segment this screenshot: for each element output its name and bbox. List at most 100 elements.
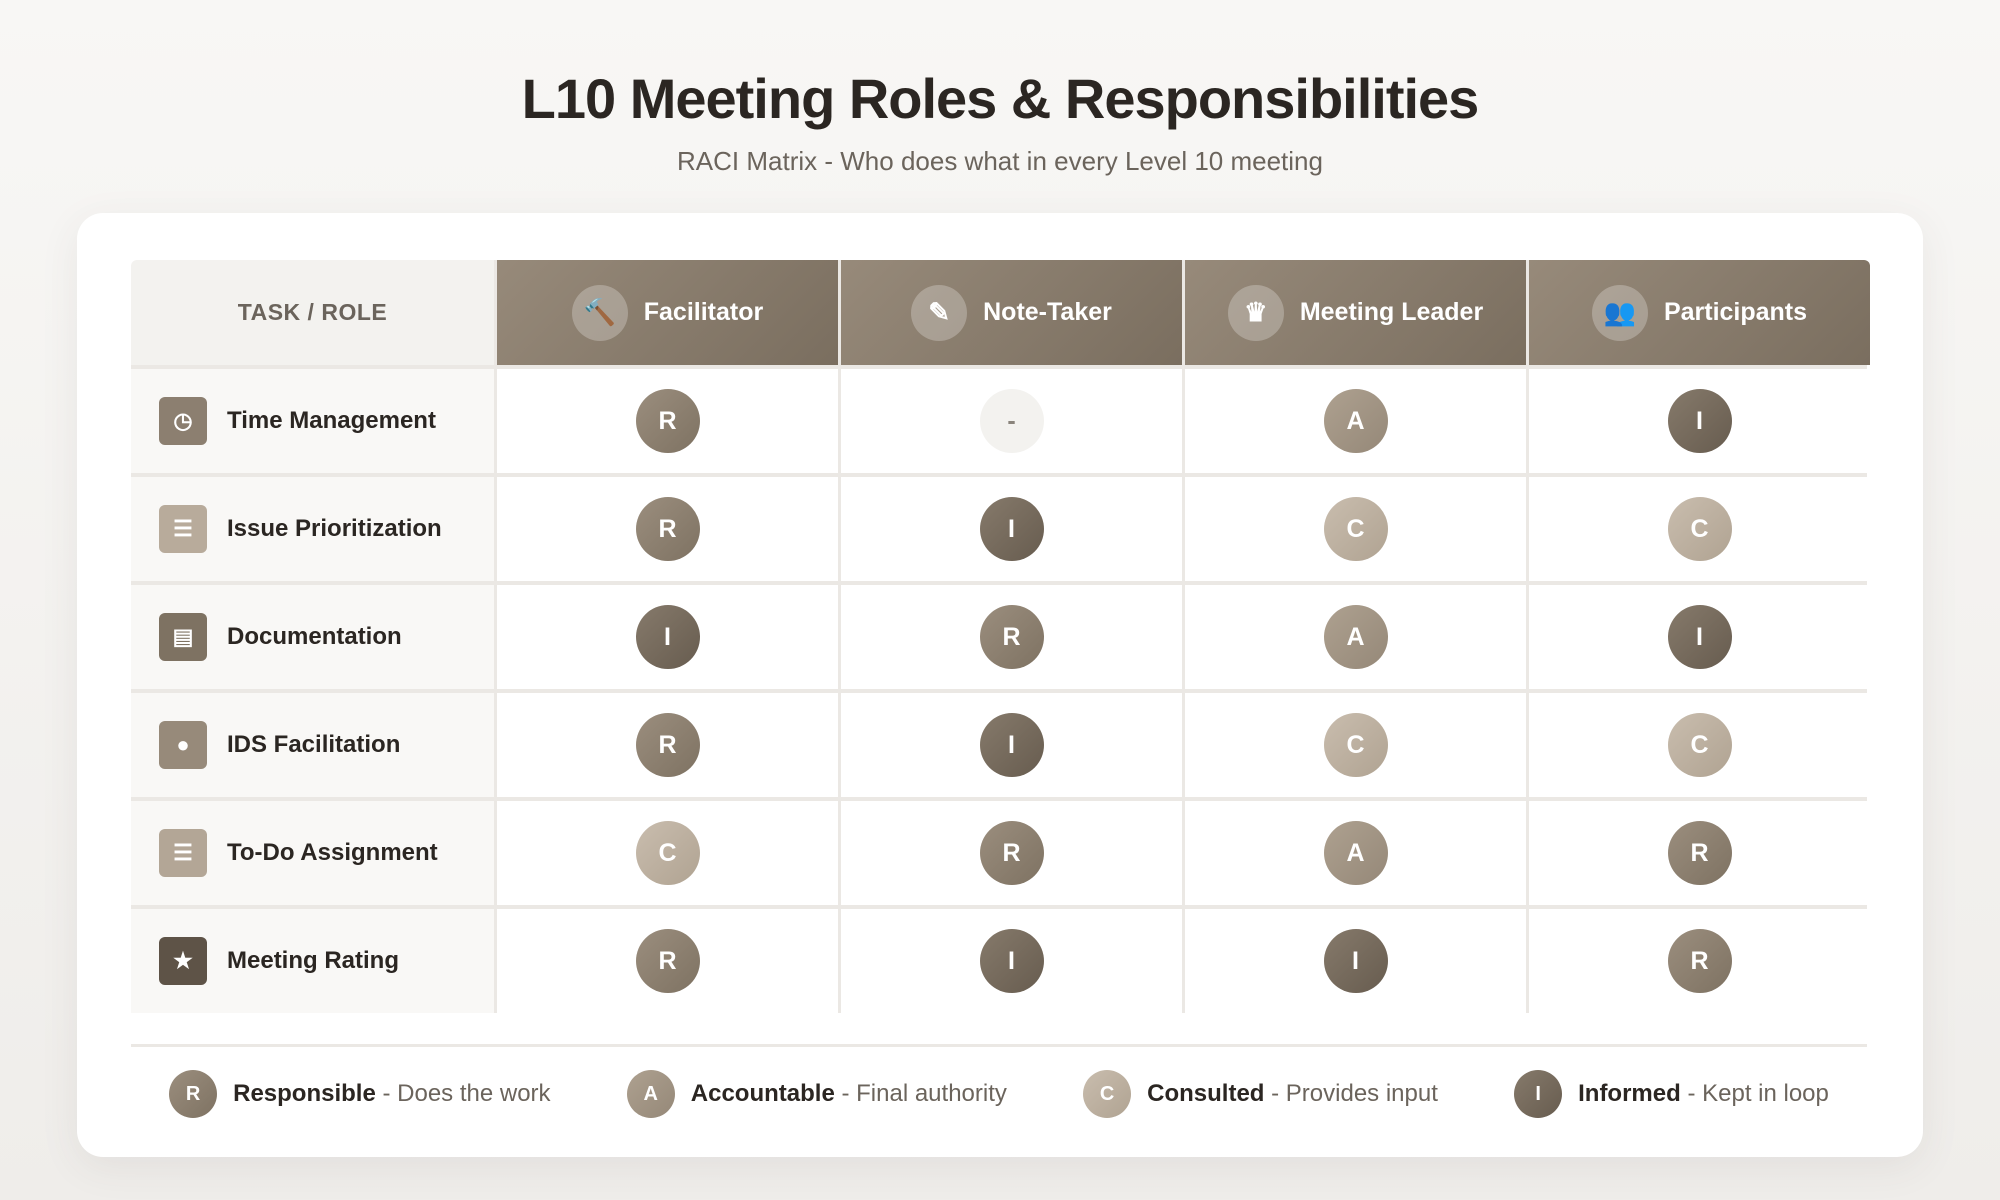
task-cell: ★ Meeting Rating: [131, 909, 494, 1013]
raci-badge: C: [1667, 497, 1732, 561]
raci-badge: -: [979, 389, 1044, 453]
crown-icon: ♛: [1227, 284, 1284, 341]
legend-badge: C: [1083, 1070, 1132, 1118]
raci-badge: A: [1323, 389, 1388, 453]
legend-badge: R: [169, 1070, 218, 1118]
checklist-icon: ☰: [159, 829, 207, 877]
task-role-header: TASK / ROLE: [131, 260, 494, 365]
raci-cell: I: [494, 585, 838, 689]
raci-cell: C: [1182, 693, 1526, 797]
table-row: ◷ Time Management R - A I: [131, 365, 1867, 473]
star-icon: ★: [159, 937, 207, 985]
raci-cell: R: [494, 909, 838, 1013]
raci-badge: I: [635, 605, 700, 669]
raci-badge: I: [979, 929, 1044, 993]
legend-item-accountable: A Accountable - Final authority: [626, 1070, 1007, 1118]
task-cell: ☰ Issue Prioritization: [131, 477, 494, 581]
raci-cell: I: [838, 693, 1182, 797]
raci-cell: R: [494, 693, 838, 797]
page-title: L10 Meeting Roles & Responsibilities: [521, 67, 1480, 130]
raci-badge: I: [1667, 605, 1732, 669]
raci-badge: R: [635, 389, 700, 453]
role-header-note-taker: ✎ Note-Taker: [838, 260, 1182, 365]
legend-desc: - Kept in loop: [1687, 1080, 1829, 1107]
role-label: Note-Taker: [983, 298, 1112, 326]
role-header-meeting-leader: ♛ Meeting Leader: [1182, 260, 1526, 365]
raci-cell: A: [1182, 801, 1526, 905]
role-header-facilitator: 🔨 Facilitator: [494, 260, 838, 365]
table-row: ☰ Issue Prioritization R I C C: [131, 473, 1867, 581]
legend-item-consulted: C Consulted - Provides input: [1083, 1070, 1438, 1118]
table-header: TASK / ROLE 🔨 Facilitator ✎ Note-Taker ♛ Meet…: [131, 260, 1870, 365]
raci-cell: I: [1526, 369, 1870, 473]
task-label: Meeting Rating: [227, 947, 399, 974]
table-row: ★ Meeting Rating R I I R: [131, 905, 1867, 1013]
task-cell: ● IDS Facilitation: [131, 693, 494, 797]
legend-item-informed: I Informed - Kept in loop: [1514, 1070, 1829, 1118]
task-cell: ◷ Time Management: [131, 369, 494, 473]
raci-badge: R: [635, 929, 700, 993]
lightbulb-icon: ●: [159, 721, 207, 769]
list-ordered-icon: ☰: [159, 505, 207, 553]
role-header-participants: 👥 Participants: [1526, 260, 1870, 365]
raci-badge: R: [1667, 821, 1732, 885]
raci-cell: R: [1526, 801, 1870, 905]
raci-cell: R: [838, 801, 1182, 905]
task-label: To-Do Assignment: [227, 839, 438, 866]
raci-cell: A: [1182, 585, 1526, 689]
raci-cell: R: [838, 585, 1182, 689]
raci-cell: I: [1182, 909, 1526, 1013]
task-label: Issue Prioritization: [227, 515, 442, 542]
role-label: Facilitator: [643, 298, 764, 326]
raci-cell: I: [1526, 585, 1870, 689]
raci-cell: R: [1526, 909, 1870, 1013]
raci-badge: I: [979, 713, 1044, 777]
raci-badge: R: [635, 497, 700, 561]
raci-badge: C: [1323, 713, 1388, 777]
users-icon: 👥: [1591, 284, 1648, 341]
raci-cell: C: [494, 801, 838, 905]
legend-desc: - Provides input: [1271, 1080, 1438, 1107]
raci-cell: C: [1526, 477, 1870, 581]
gavel-icon: 🔨: [571, 284, 628, 341]
legend-term: Informed: [1578, 1080, 1681, 1107]
legend-item-responsible: R Responsible - Does the work: [169, 1070, 551, 1118]
raci-badge: C: [1323, 497, 1388, 561]
raci-cell: A: [1182, 369, 1526, 473]
raci-cell: C: [1182, 477, 1526, 581]
raci-badge: I: [1667, 389, 1732, 453]
raci-table: TASK / ROLE 🔨 Facilitator ✎ Note-Taker ♛ Meet…: [131, 260, 1870, 1013]
legend-term: Responsible: [233, 1080, 376, 1107]
legend-desc: - Final authority: [841, 1080, 1007, 1107]
legend: R Responsible - Does the work A Accountable…: [131, 1044, 1867, 1118]
table-row: ☰ To-Do Assignment C R A R: [131, 797, 1867, 905]
raci-badge: R: [635, 713, 700, 777]
raci-cell: -: [838, 369, 1182, 473]
clock-icon: ◷: [159, 397, 207, 445]
legend-desc: - Does the work: [382, 1080, 551, 1107]
raci-badge: R: [1667, 929, 1732, 993]
role-label: Participants: [1663, 298, 1808, 326]
legend-badge: I: [1514, 1070, 1563, 1118]
task-cell: ▤ Documentation: [131, 585, 494, 689]
raci-cell: R: [494, 369, 838, 473]
raci-badge: A: [1323, 821, 1388, 885]
raci-card: TASK / ROLE 🔨 Facilitator ✎ Note-Taker ♛ Meet…: [77, 213, 1923, 1157]
raci-badge: C: [635, 821, 700, 885]
raci-cell: R: [494, 477, 838, 581]
table-row: ▤ Documentation I R A I: [131, 581, 1867, 689]
role-label: Meeting Leader: [1299, 298, 1484, 326]
raci-badge: C: [1667, 713, 1732, 777]
page-subtitle: RACI Matrix - Who does what in every Lev…: [677, 146, 1323, 176]
raci-badge: I: [979, 497, 1044, 561]
table-row: ● IDS Facilitation R I C C: [131, 689, 1867, 797]
legend-term: Accountable: [690, 1080, 835, 1107]
task-label: Documentation: [227, 623, 402, 650]
raci-cell: C: [1526, 693, 1870, 797]
raci-cell: I: [838, 477, 1182, 581]
raci-badge: I: [1323, 929, 1388, 993]
task-label: Time Management: [227, 407, 436, 434]
task-cell: ☰ To-Do Assignment: [131, 801, 494, 905]
legend-term: Consulted: [1147, 1080, 1265, 1107]
document-icon: ▤: [159, 613, 207, 661]
